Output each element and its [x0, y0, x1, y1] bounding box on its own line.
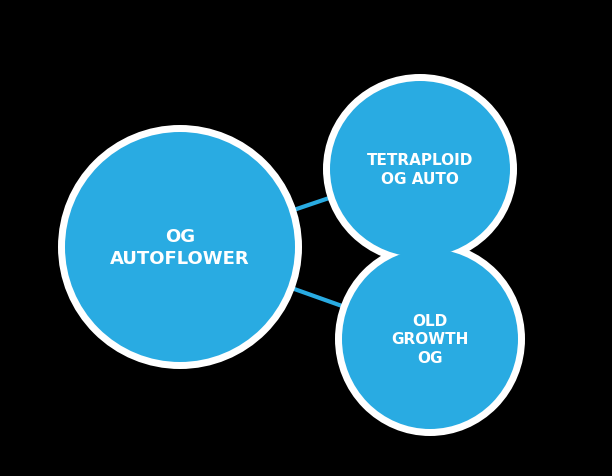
- Ellipse shape: [65, 133, 295, 362]
- Ellipse shape: [342, 249, 518, 429]
- Ellipse shape: [330, 82, 510, 258]
- Ellipse shape: [335, 242, 525, 436]
- Text: TETRAPLOID
OG AUTO: TETRAPLOID OG AUTO: [367, 153, 473, 187]
- Text: OLD
GROWTH
OG: OLD GROWTH OG: [391, 313, 469, 366]
- Text: OG
AUTOFLOWER: OG AUTOFLOWER: [110, 228, 250, 268]
- Ellipse shape: [58, 126, 302, 369]
- Ellipse shape: [323, 75, 517, 265]
